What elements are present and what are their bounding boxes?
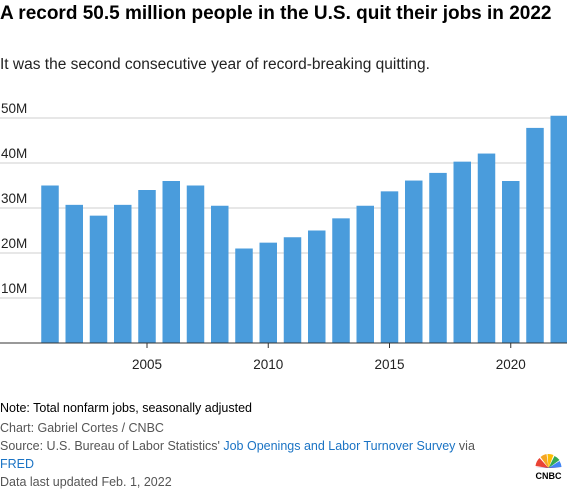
bar-2008 (211, 206, 229, 343)
bar-2012 (308, 231, 326, 344)
bar-2020 (502, 181, 520, 343)
x-axis-ticks: 2005 2010 2015 2020 (132, 343, 526, 372)
y-axis-labels: 10M 20M 30M 40M 50M (1, 101, 27, 296)
source-prefix: Source: U.S. Bureau of Labor Statistics' (0, 439, 220, 453)
bar-2022 (551, 116, 567, 343)
bar-2005 (138, 190, 156, 343)
bar-2007 (187, 186, 205, 344)
bar-2006 (163, 181, 181, 343)
x-tick-label: 2005 (132, 357, 162, 372)
bar-2011 (284, 237, 302, 343)
bar-2021 (526, 128, 544, 343)
footnote: Note: Total nonfarm jobs, seasonally adj… (0, 399, 520, 417)
bar-2004 (114, 205, 132, 343)
x-tick-label: 2010 (253, 357, 283, 372)
bar-2018 (454, 162, 472, 343)
bar-2019 (478, 154, 496, 343)
source-line: Source: U.S. Bureau of Labor Statistics'… (0, 437, 520, 473)
fred-link[interactable]: FRED (0, 457, 34, 471)
y-tick-label: 10M (1, 281, 27, 296)
y-tick-label: 20M (1, 236, 27, 251)
bar-2017 (429, 173, 447, 343)
bar-2015 (381, 191, 399, 343)
bar-2010 (260, 243, 278, 343)
bar-2013 (332, 218, 350, 343)
bar-2002 (66, 205, 84, 343)
chart-credit: Chart: Gabriel Cortes / CNBC (0, 419, 520, 437)
y-tick-label: 50M (1, 101, 27, 116)
jolts-link[interactable]: Job Openings and Labor Turnover Survey (223, 439, 455, 453)
bars (41, 116, 567, 343)
bar-chart: 10M 20M 30M 40M 50M 2005 2010 2015 2020 (0, 0, 567, 390)
bar-2009 (235, 249, 253, 344)
bar-2001 (41, 186, 59, 344)
bar-2016 (405, 181, 423, 343)
source-via: via (459, 439, 475, 453)
bar-2014 (357, 206, 375, 343)
last-updated: Data last updated Feb. 1, 2022 (0, 473, 520, 491)
chart-footnotes: Note: Total nonfarm jobs, seasonally adj… (0, 399, 520, 491)
y-tick-label: 40M (1, 146, 27, 161)
x-tick-label: 2015 (374, 357, 404, 372)
cnbc-logo: CNBC (530, 452, 567, 484)
cnbc-logo-text: CNBC (536, 471, 562, 481)
y-tick-label: 30M (1, 191, 27, 206)
x-tick-label: 2020 (496, 357, 526, 372)
bar-2003 (90, 216, 108, 343)
